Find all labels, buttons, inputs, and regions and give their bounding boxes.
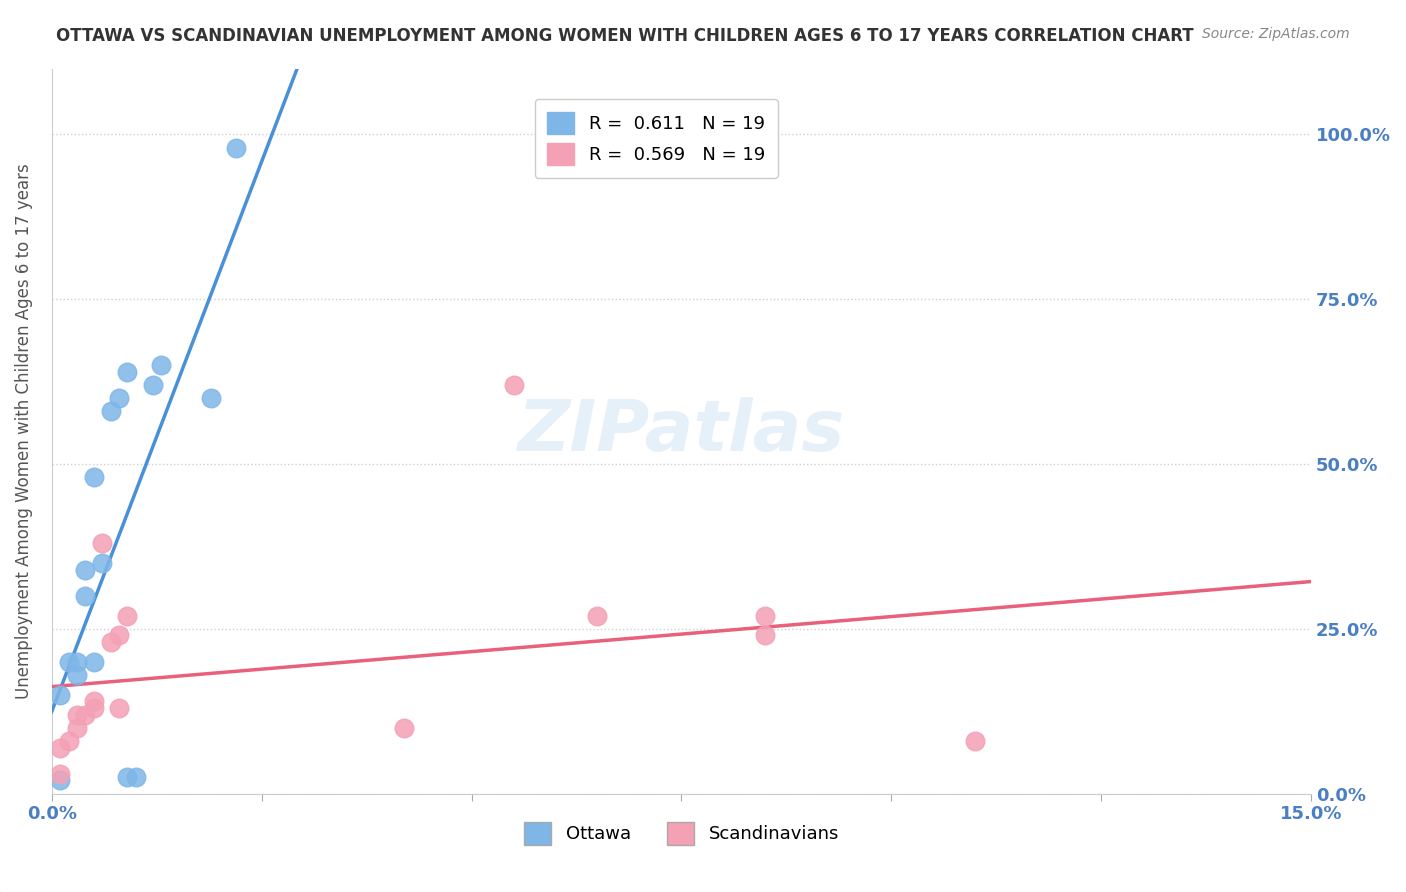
Point <box>66 655 89 669</box>
Point <box>49 773 72 788</box>
Point <box>754 628 776 642</box>
Point <box>586 608 609 623</box>
Point <box>117 365 139 379</box>
Point <box>58 734 80 748</box>
Point <box>149 358 172 372</box>
Point <box>108 628 131 642</box>
Point <box>117 608 139 623</box>
Point <box>100 404 122 418</box>
Point <box>91 556 114 570</box>
Point <box>200 391 222 405</box>
Point <box>83 701 105 715</box>
Point <box>58 655 80 669</box>
Point <box>75 589 97 603</box>
Point <box>754 608 776 623</box>
Point <box>141 378 163 392</box>
Y-axis label: Unemployment Among Women with Children Ages 6 to 17 years: Unemployment Among Women with Children A… <box>15 163 32 699</box>
Point <box>83 694 105 708</box>
Point <box>125 770 148 784</box>
Point <box>83 655 105 669</box>
Point <box>49 767 72 781</box>
Point <box>502 378 524 392</box>
Text: ZIPatlas: ZIPatlas <box>517 397 845 466</box>
Text: OTTAWA VS SCANDINAVIAN UNEMPLOYMENT AMONG WOMEN WITH CHILDREN AGES 6 TO 17 YEARS: OTTAWA VS SCANDINAVIAN UNEMPLOYMENT AMON… <box>56 27 1194 45</box>
Point <box>108 391 131 405</box>
Point <box>83 470 105 484</box>
Point <box>75 562 97 576</box>
Legend: R =  0.611   N = 19, R =  0.569   N = 19: R = 0.611 N = 19, R = 0.569 N = 19 <box>534 99 778 178</box>
Point <box>225 141 247 155</box>
Text: Source: ZipAtlas.com: Source: ZipAtlas.com <box>1202 27 1350 41</box>
Point <box>66 707 89 722</box>
Point <box>100 635 122 649</box>
Point <box>49 688 72 702</box>
Point <box>66 668 89 682</box>
Point <box>108 701 131 715</box>
Point <box>91 536 114 550</box>
Point <box>394 721 416 735</box>
Point <box>117 770 139 784</box>
Point <box>66 721 89 735</box>
Point <box>965 734 987 748</box>
Point <box>49 740 72 755</box>
Point <box>75 707 97 722</box>
